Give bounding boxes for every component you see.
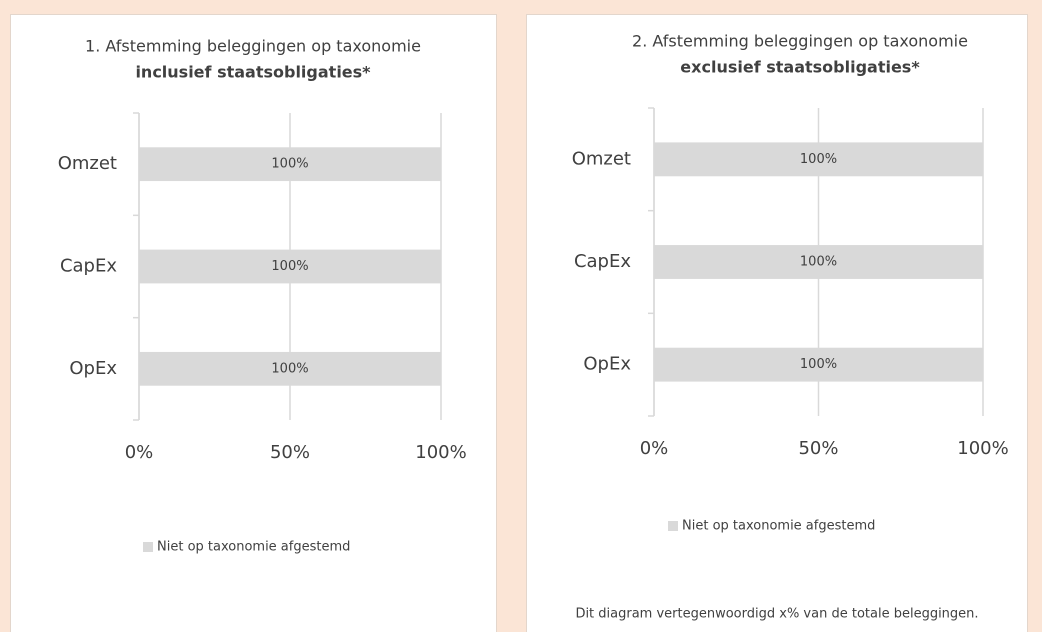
data-label: 100% — [800, 152, 837, 167]
panel — [10, 14, 497, 632]
chart-subtitle: inclusief staatsobligaties* — [135, 63, 371, 82]
bar — [139, 147, 441, 182]
data-label: 100% — [271, 157, 308, 172]
bar — [654, 245, 983, 279]
y-tick-label: CapEx — [574, 251, 631, 272]
y-tick-label: CapEx — [60, 256, 117, 277]
bar — [139, 249, 441, 284]
x-tick-label: 100% — [415, 442, 466, 463]
legend-label: Niet op taxonomie afgestemd — [157, 540, 350, 555]
x-tick-label: 100% — [957, 438, 1008, 459]
data-label: 100% — [271, 361, 308, 376]
legend-swatch — [143, 542, 153, 552]
chart-title: 1. Afstemming beleggingen op taxonomie — [85, 37, 421, 56]
data-label: 100% — [800, 357, 837, 372]
data-label: 100% — [271, 259, 308, 274]
legend-swatch — [668, 521, 678, 531]
y-tick-label: Omzet — [572, 148, 631, 169]
y-tick-label: Omzet — [58, 153, 117, 174]
chart-title: 2. Afstemming beleggingen op taxonomie — [632, 32, 968, 51]
data-label: 100% — [800, 255, 837, 270]
x-tick-label: 0% — [640, 438, 669, 459]
x-tick-label: 0% — [125, 442, 154, 463]
bar — [654, 347, 983, 382]
legend-label: Niet op taxonomie afgestemd — [682, 519, 875, 534]
x-tick-label: 50% — [270, 442, 310, 463]
annotation: Dit diagram vertegenwoordigd x% van de t… — [575, 607, 978, 622]
chart-subtitle: exclusief staatsobligaties* — [680, 58, 920, 77]
bar — [139, 351, 441, 386]
panel — [526, 14, 1028, 632]
y-tick-label: OpEx — [69, 358, 117, 379]
y-tick-label: OpEx — [583, 354, 631, 375]
bar — [654, 142, 983, 177]
x-tick-label: 50% — [798, 438, 838, 459]
